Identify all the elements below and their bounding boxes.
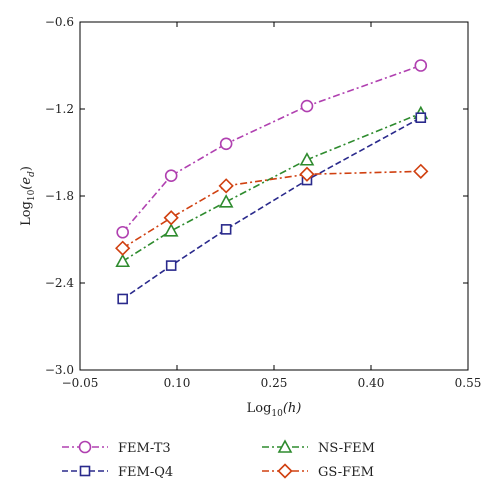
data-point — [115, 240, 131, 256]
data-point — [299, 166, 315, 182]
series-layer — [115, 59, 429, 305]
axis-ticks: −0.05 0.10 0.25 0.40 0.55 −3.0 −2.4 −1.8 −1.2 −0.… — [45, 15, 482, 390]
data-point — [220, 224, 232, 235]
data-point — [218, 178, 234, 194]
series-line — [122, 112, 422, 262]
data-point — [116, 225, 129, 239]
x-tick-label: 0.25 — [261, 376, 288, 390]
data-point — [219, 137, 233, 151]
data-point — [415, 112, 427, 123]
x-axis-label: Log10(h) — [247, 401, 302, 419]
series-line — [122, 116, 422, 300]
y-tick-label: −1.2 — [45, 102, 74, 116]
y-axis-label-close: ) — [19, 166, 34, 171]
x-tick-label: −0.05 — [62, 376, 99, 390]
legend-item: FEM-T3 — [62, 440, 171, 456]
legend-label: FEM-T3 — [118, 441, 171, 456]
x-tick-label: 0.55 — [455, 376, 482, 390]
data-point — [165, 260, 177, 271]
legend-item: FEM-Q4 — [62, 465, 173, 480]
x-axis-label-sub: 10 — [271, 409, 283, 419]
data-point — [299, 152, 315, 166]
legend-item: NS-FEM — [262, 439, 375, 456]
series-gs-fem — [115, 163, 429, 256]
data-point — [300, 99, 314, 113]
y-tick-label: −0.6 — [45, 15, 74, 29]
x-tick-label: 0.40 — [358, 376, 385, 390]
data-point — [413, 163, 429, 179]
data-point — [163, 210, 179, 226]
y-tick-label: −1.8 — [45, 189, 74, 203]
legend-label: FEM-Q4 — [118, 465, 173, 480]
x-axis-label-suffix: (h) — [283, 401, 302, 416]
legend-marker — [277, 439, 293, 453]
y-axis-label-prefix: Log — [19, 201, 34, 226]
y-axis-label-sub: 10 — [27, 189, 37, 201]
data-point — [163, 223, 179, 237]
legend: FEM-T3 NS-FEM FEM-Q4 GS-FEM — [62, 439, 375, 480]
legend-marker — [79, 465, 91, 477]
y-axis-label: Log10(ed) — [19, 166, 37, 226]
y-axis-label-suffix-sub: d — [27, 171, 37, 177]
legend-marker — [277, 463, 293, 479]
data-point — [115, 253, 131, 268]
legend-marker — [78, 440, 92, 454]
legend-label: GS-FEM — [318, 465, 374, 480]
y-tick-label: −3.0 — [45, 363, 74, 377]
data-point — [414, 59, 428, 72]
plot-area — [79, 21, 469, 371]
legend-label: NS-FEM — [318, 441, 375, 456]
data-point — [164, 169, 178, 182]
legend-item: GS-FEM — [262, 463, 374, 480]
data-point — [117, 293, 128, 305]
x-tick-label: 0.10 — [164, 376, 191, 390]
y-axis-label-suffix: (e — [19, 177, 34, 190]
data-point — [218, 194, 234, 208]
series-fem-t3 — [116, 59, 428, 239]
x-axis-label-prefix: Log — [247, 401, 272, 416]
y-tick-label: −2.4 — [45, 276, 75, 290]
